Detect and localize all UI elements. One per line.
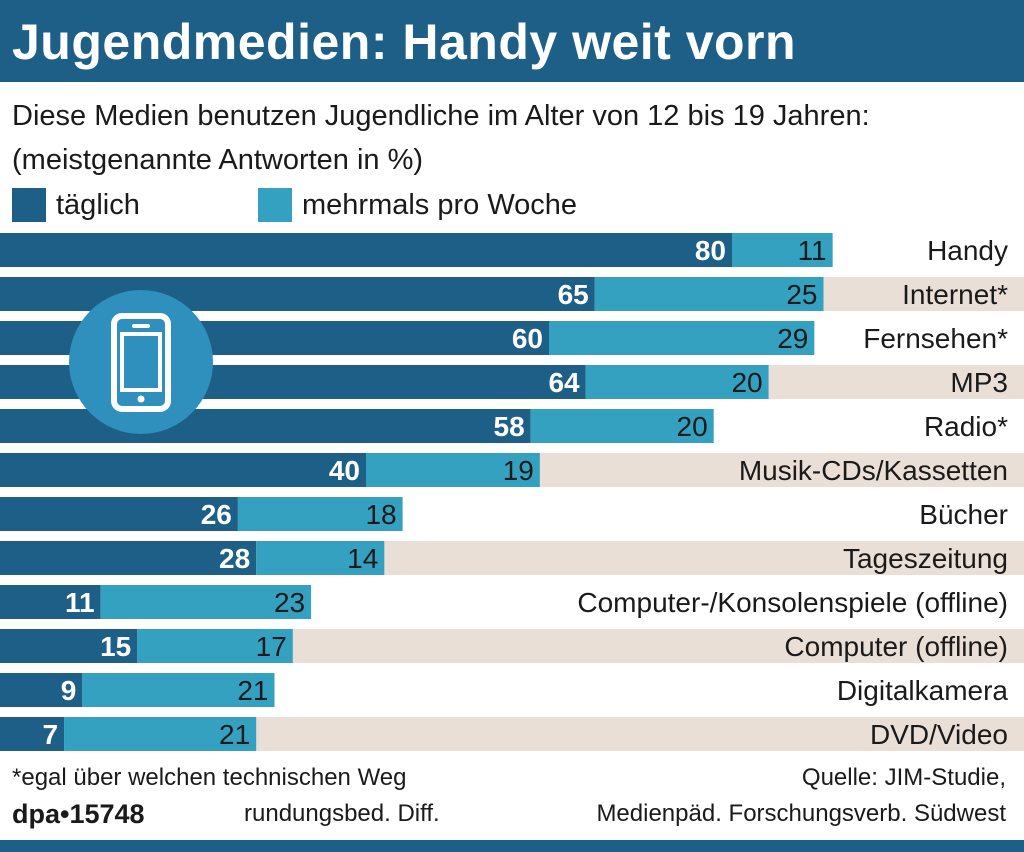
dpa-logo: dpa•15748 [12,799,145,829]
data-label-daily: 9 [61,675,77,706]
source-line-1: Quelle: JIM-Studie, [801,764,1006,791]
data-label-daily: 65 [558,279,589,310]
data-label-daily: 28 [219,543,250,574]
mobile-phone-icon-screen [120,332,162,392]
mobile-phone-icon-circle [69,290,213,434]
mobile-phone-icon-body [111,313,171,412]
data-label-weekly: 21 [219,719,250,750]
data-label-weekly: 23 [274,587,305,618]
legend-swatch-daily [12,188,46,222]
bar-weekly [585,365,769,399]
bar-daily [0,541,257,575]
legend-label-weekly: mehrmals pro Woche [302,189,578,221]
category-label: Musik-CDs/Kassetten [739,455,1008,486]
bar-weekly [64,717,257,751]
legend-swatch-weekly [258,188,292,222]
bar-weekly [256,541,385,575]
category-label: Radio* [924,411,1008,442]
category-label: Tageszeitung [843,543,1008,574]
bar-weekly [594,277,824,311]
bar-daily [0,497,238,531]
data-label-weekly: 19 [503,455,534,486]
bar-daily [0,233,732,267]
data-label-daily: 80 [695,235,726,266]
legend-label-daily: täglich [56,189,140,221]
bottom-rule [0,840,1024,852]
bar-weekly [530,409,714,443]
data-label-daily: 11 [65,587,95,618]
data-label-daily: 40 [329,455,360,486]
mobile-phone-icon [69,290,213,434]
category-label: Digitalkamera [837,675,1009,706]
category-label: MP3 [950,367,1008,398]
source-line-2: Medienpäd. Forschungsverb. Südwest [596,800,1006,827]
bar-daily [0,453,366,487]
bar-weekly [137,629,293,663]
data-label-weekly: 21 [237,675,268,706]
category-label: Fernsehen* [863,323,1008,354]
data-label-daily: 7 [42,719,58,750]
rounding-note: rundungsbed. Diff. [244,800,440,827]
category-label: Computer-/Konsolenspiele (offline) [577,587,1008,618]
category-label: DVD/Video [870,719,1008,750]
bar-daily [0,585,101,619]
bar-weekly [82,673,275,707]
title-bar [0,0,1024,82]
data-label-daily: 64 [548,367,580,398]
bar-daily [0,717,65,751]
chart-title: Jugendmedien: Handy weit vorn [12,14,797,70]
data-label-daily: 15 [100,631,131,662]
chart-subtitle-unit: (meistgenannte Antworten in %) [12,144,424,176]
footnote: *egal über welchen technischen Weg [12,764,407,791]
data-label-weekly: 20 [677,411,708,442]
data-label-weekly: 11 [798,235,827,266]
bar-weekly [366,453,540,487]
category-label: Computer (offline) [784,631,1008,662]
category-label: Internet* [902,279,1008,310]
category-label: Handy [927,235,1008,266]
bar-weekly [732,233,833,267]
bar-weekly [549,321,815,355]
data-label-daily: 26 [201,499,232,530]
data-label-weekly: 20 [731,367,762,398]
data-label-daily: 58 [494,411,525,442]
bar-chart: 80 11 Handy 65 25 Internet* 60 29 Fernsehen* 64 20… [0,233,1024,751]
bar-daily [0,409,531,443]
bar-daily [0,277,595,311]
chart-subtitle: Diese Medien benutzen Jugendliche im Alt… [12,100,870,132]
data-label-daily: 60 [512,323,543,354]
category-label: Bücher [919,499,1008,530]
data-label-weekly: 29 [777,323,808,354]
bar-daily [0,673,83,707]
bar-weekly [237,497,403,531]
mobile-phone-icon-button [137,395,145,403]
data-label-weekly: 18 [365,499,396,530]
data-label-weekly: 25 [786,279,817,310]
data-label-weekly: 14 [347,543,378,574]
bar-daily [0,629,138,663]
bar-weekly [100,585,312,619]
data-label-weekly: 17 [256,631,287,662]
